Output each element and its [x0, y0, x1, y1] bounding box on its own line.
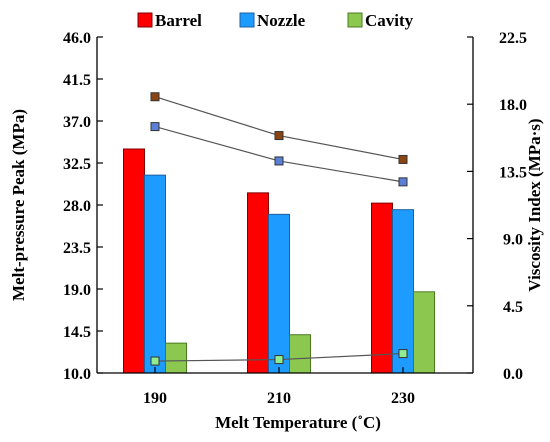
y-tick-label: 46.0	[63, 30, 91, 47]
y2-tick-label: 18.0	[499, 97, 527, 114]
viscosity-point-nozzle-230	[398, 177, 408, 187]
x-tick-label: 210	[267, 390, 291, 407]
legend-label-cavity: Cavity	[365, 11, 414, 30]
plot-area	[123, 92, 435, 374]
x-axis: 190 210 230	[97, 367, 473, 407]
y2-tick-label: 13.5	[499, 164, 527, 181]
viscosity-point-cavity-210	[274, 355, 284, 365]
viscosity-line-barrel	[154, 96, 404, 161]
y-tick-label: 14.5	[63, 324, 91, 341]
bar-barrel-210	[247, 192, 269, 374]
legend: Barrel Nozzle Cavity	[137, 11, 414, 30]
y-tick-label: 37.0	[63, 114, 91, 131]
bar-barrel-230	[371, 202, 393, 374]
bar-barrel-190	[123, 148, 145, 374]
y-tick-label: 23.5	[63, 240, 91, 257]
viscosity-point-nozzle-190	[150, 122, 160, 132]
y2-tick-label: 0.0	[503, 366, 523, 383]
bar-cavity-190	[165, 342, 187, 374]
y-tick-label: 10.0	[63, 366, 91, 383]
legend-swatch-nozzle	[239, 12, 255, 28]
y-axis-title: Melt-pressure Peak (MPa)	[9, 109, 28, 301]
y-tick-label: 19.0	[63, 282, 91, 299]
x-tick-label: 230	[391, 390, 415, 407]
y-axis-right: 22.5 18.0 13.5 9.0 4.5 0.0	[467, 30, 527, 383]
viscosity-point-barrel-190	[150, 92, 160, 102]
legend-label-barrel: Barrel	[155, 11, 202, 30]
y2-axis-title: Viscosity Index (MPa·s)	[525, 118, 544, 291]
bar-nozzle-210	[268, 213, 290, 374]
bar-cavity-210	[289, 334, 311, 374]
y-axis-left: 46.0 41.5 37.0 32.5 28.0 23.5 19.0 14.5 10.0	[63, 30, 103, 383]
legend-swatch-cavity	[347, 12, 363, 28]
viscosity-point-barrel-210	[274, 131, 284, 141]
bar-nozzle-230	[392, 209, 414, 374]
viscosity-point-barrel-230	[398, 154, 408, 164]
y-tick-label: 28.0	[63, 198, 91, 215]
x-axis-title: Melt Temperature (˚C)	[215, 413, 381, 432]
viscosity-point-cavity-190	[150, 356, 160, 366]
bar-nozzle-190	[144, 174, 166, 374]
bar-cavity-230	[413, 291, 435, 374]
x-tick-label: 190	[143, 390, 167, 407]
viscosity-point-nozzle-210	[274, 156, 284, 166]
viscosity-point-cavity-230	[398, 349, 408, 359]
legend-label-nozzle: Nozzle	[257, 11, 306, 30]
y-tick-label: 32.5	[63, 156, 91, 173]
legend-swatch-barrel	[137, 12, 153, 28]
y2-tick-label: 9.0	[503, 232, 523, 249]
y2-tick-label: 4.5	[503, 299, 523, 316]
y2-tick-label: 22.5	[499, 30, 527, 47]
y-tick-label: 41.5	[63, 72, 91, 89]
